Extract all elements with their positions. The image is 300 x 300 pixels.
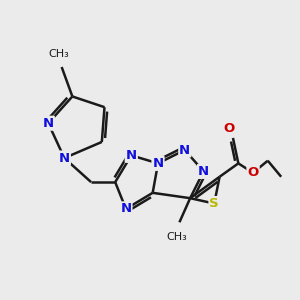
Text: N: N — [120, 202, 131, 215]
Text: N: N — [198, 165, 209, 178]
Text: N: N — [59, 152, 70, 164]
Text: N: N — [43, 117, 54, 130]
Text: CH₃: CH₃ — [167, 232, 187, 242]
Text: N: N — [126, 149, 137, 162]
Text: S: S — [209, 197, 219, 210]
Text: O: O — [223, 122, 235, 135]
Text: CH₃: CH₃ — [49, 49, 69, 59]
Text: N: N — [179, 143, 190, 157]
Text: O: O — [248, 166, 259, 179]
Text: N: N — [152, 157, 164, 170]
